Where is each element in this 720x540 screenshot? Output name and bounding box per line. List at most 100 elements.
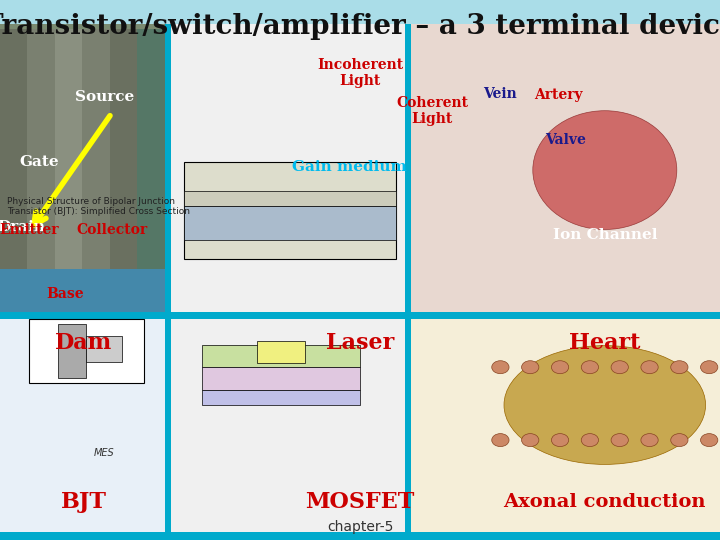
- Bar: [0, 272, 720, 274]
- Bar: [0, 31, 720, 32]
- Bar: [0, 164, 720, 166]
- Bar: [184, 206, 396, 240]
- Bar: [0, 520, 720, 522]
- Bar: [184, 191, 396, 206]
- Bar: [0, 511, 720, 513]
- Bar: [0, 79, 720, 81]
- Bar: [0, 34, 720, 36]
- Bar: [0, 250, 720, 252]
- Bar: [0, 477, 720, 479]
- Bar: [0, 43, 720, 45]
- Bar: [0, 394, 720, 396]
- Bar: [165, 24, 171, 312]
- Bar: [0, 277, 720, 279]
- Bar: [0, 326, 720, 328]
- Bar: [0, 349, 720, 351]
- Bar: [0, 382, 720, 383]
- Bar: [0, 371, 720, 373]
- Circle shape: [611, 361, 629, 374]
- Bar: [0, 347, 720, 349]
- Bar: [0, 529, 720, 531]
- Bar: [0, 525, 720, 528]
- Bar: [0, 439, 720, 441]
- Bar: [0, 201, 720, 204]
- Bar: [0, 110, 720, 112]
- Bar: [0, 96, 720, 97]
- Bar: [0, 463, 720, 464]
- Bar: [0, 231, 720, 232]
- Bar: [0, 52, 720, 54]
- Bar: [0, 101, 720, 103]
- Bar: [0, 232, 720, 234]
- Bar: [0, 504, 720, 506]
- Bar: [0, 171, 720, 173]
- Bar: [0, 238, 720, 239]
- Text: Source: Source: [75, 90, 134, 104]
- Bar: [405, 319, 411, 532]
- Bar: [257, 341, 305, 363]
- Bar: [0, 18, 720, 20]
- Bar: [0, 398, 720, 400]
- Bar: [202, 367, 360, 390]
- Text: Heart: Heart: [569, 332, 641, 354]
- Bar: [0, 536, 720, 538]
- Bar: [0, 196, 720, 198]
- Bar: [0, 373, 720, 374]
- Bar: [0, 488, 720, 490]
- Bar: [0, 63, 720, 65]
- Bar: [0, 461, 720, 463]
- Circle shape: [611, 434, 629, 447]
- Bar: [0, 193, 720, 194]
- Bar: [0, 83, 720, 85]
- Bar: [0, 236, 720, 238]
- Bar: [0, 243, 720, 245]
- Bar: [0, 99, 720, 101]
- Bar: [171, 319, 405, 532]
- Bar: [0, 363, 720, 366]
- Bar: [0, 123, 720, 124]
- Bar: [0, 491, 720, 493]
- Bar: [0, 2, 720, 4]
- Bar: [0, 106, 720, 108]
- Bar: [0, 358, 720, 360]
- Bar: [0, 380, 720, 382]
- Bar: [0, 481, 720, 482]
- Circle shape: [492, 434, 509, 447]
- Bar: [0, 160, 720, 162]
- Circle shape: [701, 434, 718, 447]
- Bar: [0, 275, 720, 277]
- Bar: [0, 12, 720, 15]
- Bar: [0, 77, 720, 79]
- Text: chapter-5: chapter-5: [327, 519, 393, 534]
- Bar: [0, 532, 720, 540]
- Bar: [0, 448, 720, 450]
- Bar: [0, 239, 720, 241]
- Bar: [0, 211, 720, 212]
- Bar: [110, 29, 138, 269]
- Bar: [0, 508, 720, 509]
- Bar: [0, 261, 720, 263]
- Text: Valve: Valve: [545, 133, 585, 147]
- Bar: [0, 153, 720, 155]
- Bar: [0, 423, 720, 425]
- Bar: [0, 5, 720, 7]
- Bar: [0, 228, 720, 231]
- Text: Transistor/switch/amplifier – a 3 terminal device: Transistor/switch/amplifier – a 3 termin…: [0, 14, 720, 40]
- Bar: [0, 22, 720, 23]
- Bar: [0, 144, 720, 146]
- Bar: [0, 158, 720, 160]
- Bar: [184, 162, 396, 259]
- Bar: [0, 131, 720, 133]
- Bar: [405, 24, 411, 312]
- Bar: [0, 155, 720, 157]
- Bar: [0, 335, 720, 336]
- Bar: [0, 50, 720, 52]
- Bar: [0, 328, 720, 329]
- Bar: [0, 24, 165, 312]
- Bar: [0, 306, 720, 308]
- Bar: [0, 374, 720, 376]
- Bar: [0, 151, 720, 153]
- Circle shape: [492, 361, 509, 374]
- Bar: [0, 9, 720, 11]
- Bar: [0, 304, 720, 306]
